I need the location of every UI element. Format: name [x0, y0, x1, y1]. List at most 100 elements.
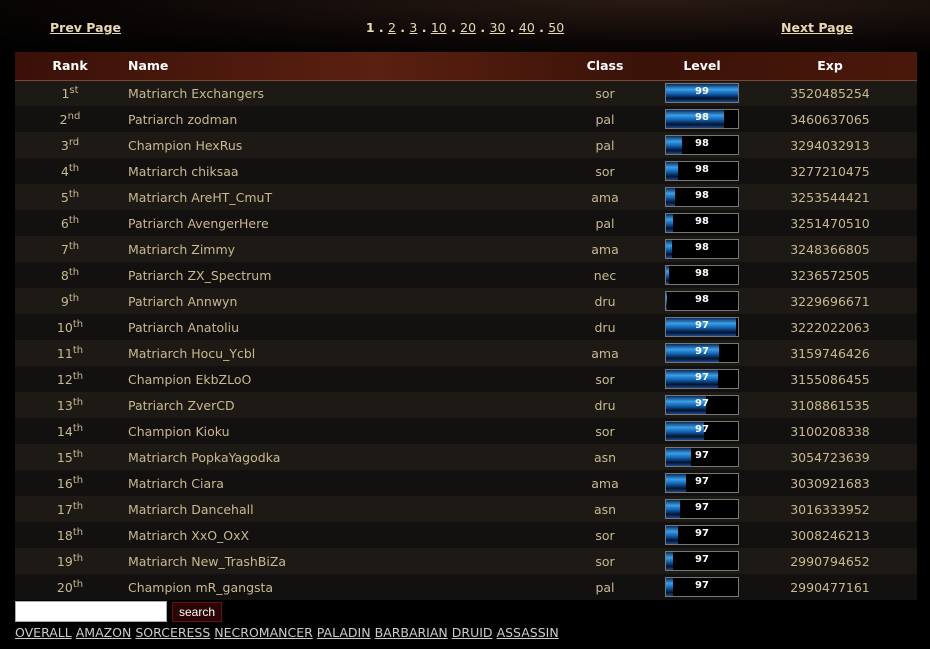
- level-progress-bar: 98: [665, 161, 739, 181]
- table-row: 12th Champion EkbZLoO sor 97 3155086455: [15, 366, 917, 392]
- level-value: 97: [695, 554, 709, 565]
- character-name: Matriarch AreHT_CmuT: [128, 189, 273, 205]
- level-value: 97: [695, 424, 709, 435]
- page-link[interactable]: 20: [460, 20, 477, 35]
- rank-cell: 20th: [56, 578, 84, 596]
- level-value: 98: [695, 138, 709, 149]
- character-name: Matriarch Hocu_Ycbl: [128, 345, 256, 361]
- table-header: Rank Name Class Level Exp: [15, 52, 917, 80]
- character-name: Matriarch XxO_OxX: [128, 527, 250, 543]
- rank-cell: 1st: [61, 85, 79, 102]
- exp-cell: 3100208338: [790, 423, 870, 439]
- rank-cell: 7th: [60, 240, 80, 258]
- level-progress-bar: 98: [665, 109, 739, 129]
- level-value: 98: [695, 294, 709, 305]
- level-value: 97: [695, 320, 709, 331]
- header-rank: Rank: [52, 58, 88, 74]
- exp-cell: 3236572505: [790, 267, 870, 283]
- level-cell: 97: [661, 392, 743, 418]
- level-progress-bar: 98: [665, 213, 739, 233]
- level-value: 97: [695, 450, 709, 461]
- class-link-amazon[interactable]: AMAZON: [75, 625, 132, 640]
- rank-cell: 14th: [56, 422, 84, 440]
- class-cell: ama: [591, 345, 619, 361]
- table-row: 1st Matriarch Exchangers sor 99 35204852…: [15, 80, 917, 106]
- character-name: Matriarch chiksaa: [128, 163, 239, 179]
- prev-page-link[interactable]: Prev Page: [50, 20, 121, 35]
- table-row: 18th Matriarch XxO_OxX sor 97 3008246213: [15, 522, 917, 548]
- rank-cell: 9th: [60, 292, 80, 310]
- class-cell: dru: [594, 293, 616, 309]
- exp-cell: 3460637065: [790, 111, 870, 127]
- level-progress-bar: 98: [665, 239, 739, 259]
- class-cell: sor: [595, 163, 615, 179]
- rank-cell: 6th: [60, 214, 80, 232]
- character-name: Champion EkbZLoO: [128, 371, 252, 387]
- level-progress-fill: [666, 344, 720, 362]
- table-row: 9th Patriarch Annwyn dru 98 3229696671: [15, 288, 917, 314]
- level-value: 97: [695, 398, 709, 409]
- character-name: Matriarch Zimmy: [128, 241, 236, 257]
- page-link[interactable]: 50: [548, 20, 565, 35]
- page-link[interactable]: 30: [489, 20, 506, 35]
- class-link-druid[interactable]: DRUID: [451, 625, 493, 640]
- exp-cell: 3155086455: [790, 371, 870, 387]
- class-cell: ama: [591, 189, 619, 205]
- class-cell: pal: [595, 215, 615, 231]
- header-exp: Exp: [817, 58, 843, 74]
- level-cell: 98: [661, 262, 743, 288]
- page-link[interactable]: 2: [388, 20, 396, 35]
- level-cell: 97: [661, 470, 743, 496]
- class-link-sorceress[interactable]: SORCERESS: [135, 625, 211, 640]
- class-cell: sor: [595, 85, 615, 101]
- character-name: Patriarch ZX_Spectrum: [128, 267, 272, 283]
- level-progress-fill: [666, 214, 674, 232]
- level-progress-bar: 97: [665, 551, 739, 571]
- search-button[interactable]: search: [172, 602, 223, 622]
- class-link-overall[interactable]: OVERALL: [15, 625, 72, 640]
- level-progress-bar: 97: [665, 421, 739, 441]
- character-name: Patriarch Annwyn: [128, 293, 238, 309]
- class-filter-links: OVERALL AMAZON SORCERESS NECROMANCER PALADIN…: [15, 625, 563, 640]
- level-progress-fill: [666, 448, 692, 466]
- rank-cell: 5th: [60, 188, 80, 206]
- level-value: 98: [695, 216, 709, 227]
- table-row: 7th Matriarch Zimmy ama 98 3248366805: [15, 236, 917, 262]
- rank-cell: 16th: [56, 474, 84, 492]
- exp-cell: 3054723639: [790, 449, 870, 465]
- class-link-barbarian[interactable]: BARBARIAN: [374, 625, 448, 640]
- class-cell: sor: [595, 527, 615, 543]
- table-row: 11th Matriarch Hocu_Ycbl ama 97 31597464…: [15, 340, 917, 366]
- class-link-necromancer[interactable]: NECROMANCER: [214, 625, 313, 640]
- page-link[interactable]: 3: [409, 20, 418, 35]
- level-cell: 97: [661, 574, 743, 600]
- character-name: Champion Kioku: [128, 423, 230, 439]
- exp-cell: 3030921683: [790, 475, 870, 491]
- level-value: 98: [695, 242, 709, 253]
- character-name: Matriarch Exchangers: [128, 85, 264, 101]
- header-background: [0, 0, 930, 52]
- next-page-link[interactable]: Next Page: [781, 20, 854, 35]
- table-row: 8th Patriarch ZX_Spectrum nec 98 3236572…: [15, 262, 917, 288]
- level-cell: 98: [661, 106, 743, 132]
- table-row: 19th Matriarch New_TrashBiZa sor 97 2990…: [15, 548, 917, 574]
- level-cell: 98: [661, 210, 743, 236]
- level-progress-fill: [666, 578, 674, 596]
- level-progress-fill: [666, 422, 705, 440]
- level-progress-fill: [666, 526, 679, 544]
- level-progress-bar: 97: [665, 317, 739, 337]
- class-link-paladin[interactable]: PALADIN: [316, 625, 371, 640]
- level-progress-fill: [666, 318, 736, 336]
- search-input[interactable]: [15, 601, 167, 622]
- table-row: 17th Matriarch Dancehall asn 97 30163339…: [15, 496, 917, 522]
- level-progress-fill: [666, 136, 682, 154]
- class-link-assassin[interactable]: ASSASSIN: [496, 625, 559, 640]
- header-level: Level: [683, 58, 721, 74]
- class-cell: pal: [595, 579, 615, 595]
- page-link[interactable]: 40: [518, 20, 535, 35]
- level-progress-bar: 98: [665, 265, 739, 285]
- page-link[interactable]: 10: [430, 20, 447, 35]
- level-cell: 98: [661, 236, 743, 262]
- table-row: 14th Champion Kioku sor 97 3100208338: [15, 418, 917, 444]
- level-cell: 97: [661, 314, 743, 340]
